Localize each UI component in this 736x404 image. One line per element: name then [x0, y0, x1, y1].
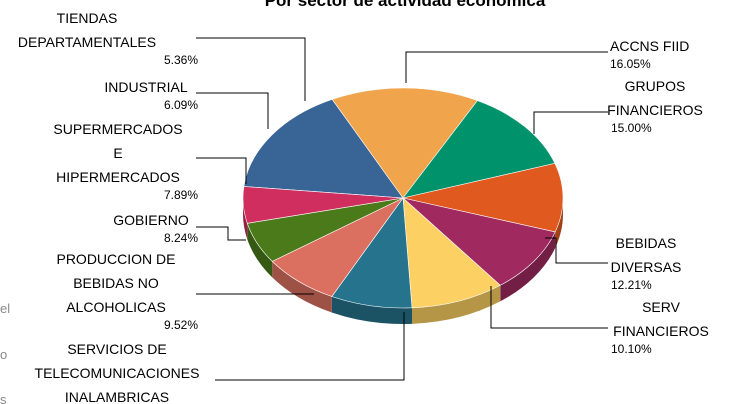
slice-side-9 — [247, 223, 273, 278]
pie-slice-4 — [402, 163, 564, 233]
leader-line-10 — [196, 37, 306, 101]
slice-label-6-line-1: PRODUCCION DE — [56, 251, 175, 267]
slice-label-2-line-2: FINANCIEROS — [607, 102, 703, 118]
pie-slice-3 — [402, 100, 556, 199]
slice-label-8-line-3: HIPERMERCADOS — [56, 169, 180, 185]
slice-value-3: 12.21% — [611, 278, 652, 292]
leader-line-3 — [545, 237, 608, 264]
slice-label-5-line-1: SERVICIOS DE — [67, 341, 166, 357]
slice-value-10: 5.36% — [164, 53, 198, 67]
pie-slice-6 — [402, 197, 501, 309]
slice-value-4: 10.10% — [611, 342, 652, 356]
leader-lines-layer — [196, 37, 608, 381]
slice-side-5 — [500, 231, 556, 302]
slice-label-4-line-1: SERV — [642, 299, 681, 315]
slice-label-10-line-1: TIENDAS — [57, 10, 118, 26]
slice-label-2-line-1: GRUPOS — [625, 78, 686, 94]
slice-label-7-line-1: GOBIERNO — [113, 212, 189, 228]
leader-line-9 — [196, 92, 269, 129]
leader-line-7 — [196, 226, 246, 241]
edge-text-1: el — [0, 301, 10, 316]
slice-label-3-line-1: BEBIDAS — [616, 235, 677, 251]
pie-slice-5 — [401, 197, 556, 286]
slice-label-5-line-3: INALAMBRICAS — [65, 389, 169, 404]
slice-value-9: 6.09% — [164, 98, 198, 112]
slice-label-4-line-2: FINANCIEROS — [613, 323, 709, 339]
slice-value-2: 15.00% — [611, 121, 652, 135]
slice-side-7 — [331, 296, 413, 324]
edge-text-3: s — [0, 392, 7, 404]
pie-slice-10 — [242, 186, 404, 224]
slice-label-8-line-2: E — [113, 145, 122, 161]
leader-line-2 — [533, 111, 608, 134]
slice-value-6: 9.52% — [164, 318, 198, 332]
slice-label-6-line-2: BEBIDAS NO — [73, 275, 159, 291]
slice-label-8-line-1: SUPERMERCADOS — [53, 121, 182, 137]
slice-label-6-line-3: ALCOHOLICAS — [66, 299, 166, 315]
slice-labels-layer: ACCNS FIID 16.05% GRUPOS FINANCIEROS 15.00% B… — [18, 10, 709, 404]
slice-label-5-line-2: TELECOMUNICACIONES — [35, 365, 200, 381]
slice-value-1: 16.05% — [610, 57, 651, 71]
slice-label-9-line-1: INDUSTRIAL — [104, 79, 187, 95]
slice-side-6 — [412, 285, 501, 324]
chart-title: Por sector de actividad económica — [265, 0, 546, 10]
slice-label-1-line-1: ACCNS FIID — [610, 38, 689, 54]
slice-side-10 — [243, 198, 248, 240]
leader-line-8 — [196, 157, 247, 184]
leader-line-5 — [215, 312, 405, 381]
leader-line-1 — [405, 51, 608, 83]
slice-label-3-line-2: DIVERSAS — [611, 259, 682, 275]
slice-value-7: 8.24% — [164, 231, 198, 245]
pie-slice-2 — [331, 87, 478, 199]
edge-text-2: o — [0, 347, 7, 362]
slice-value-8: 7.89% — [164, 188, 198, 202]
pie-3d-side-layer — [243, 198, 563, 324]
leader-line-4 — [490, 286, 608, 329]
pie-slices-layer — [242, 87, 564, 309]
slice-label-10-line-2: DEPARTAMENTALES — [18, 34, 156, 50]
